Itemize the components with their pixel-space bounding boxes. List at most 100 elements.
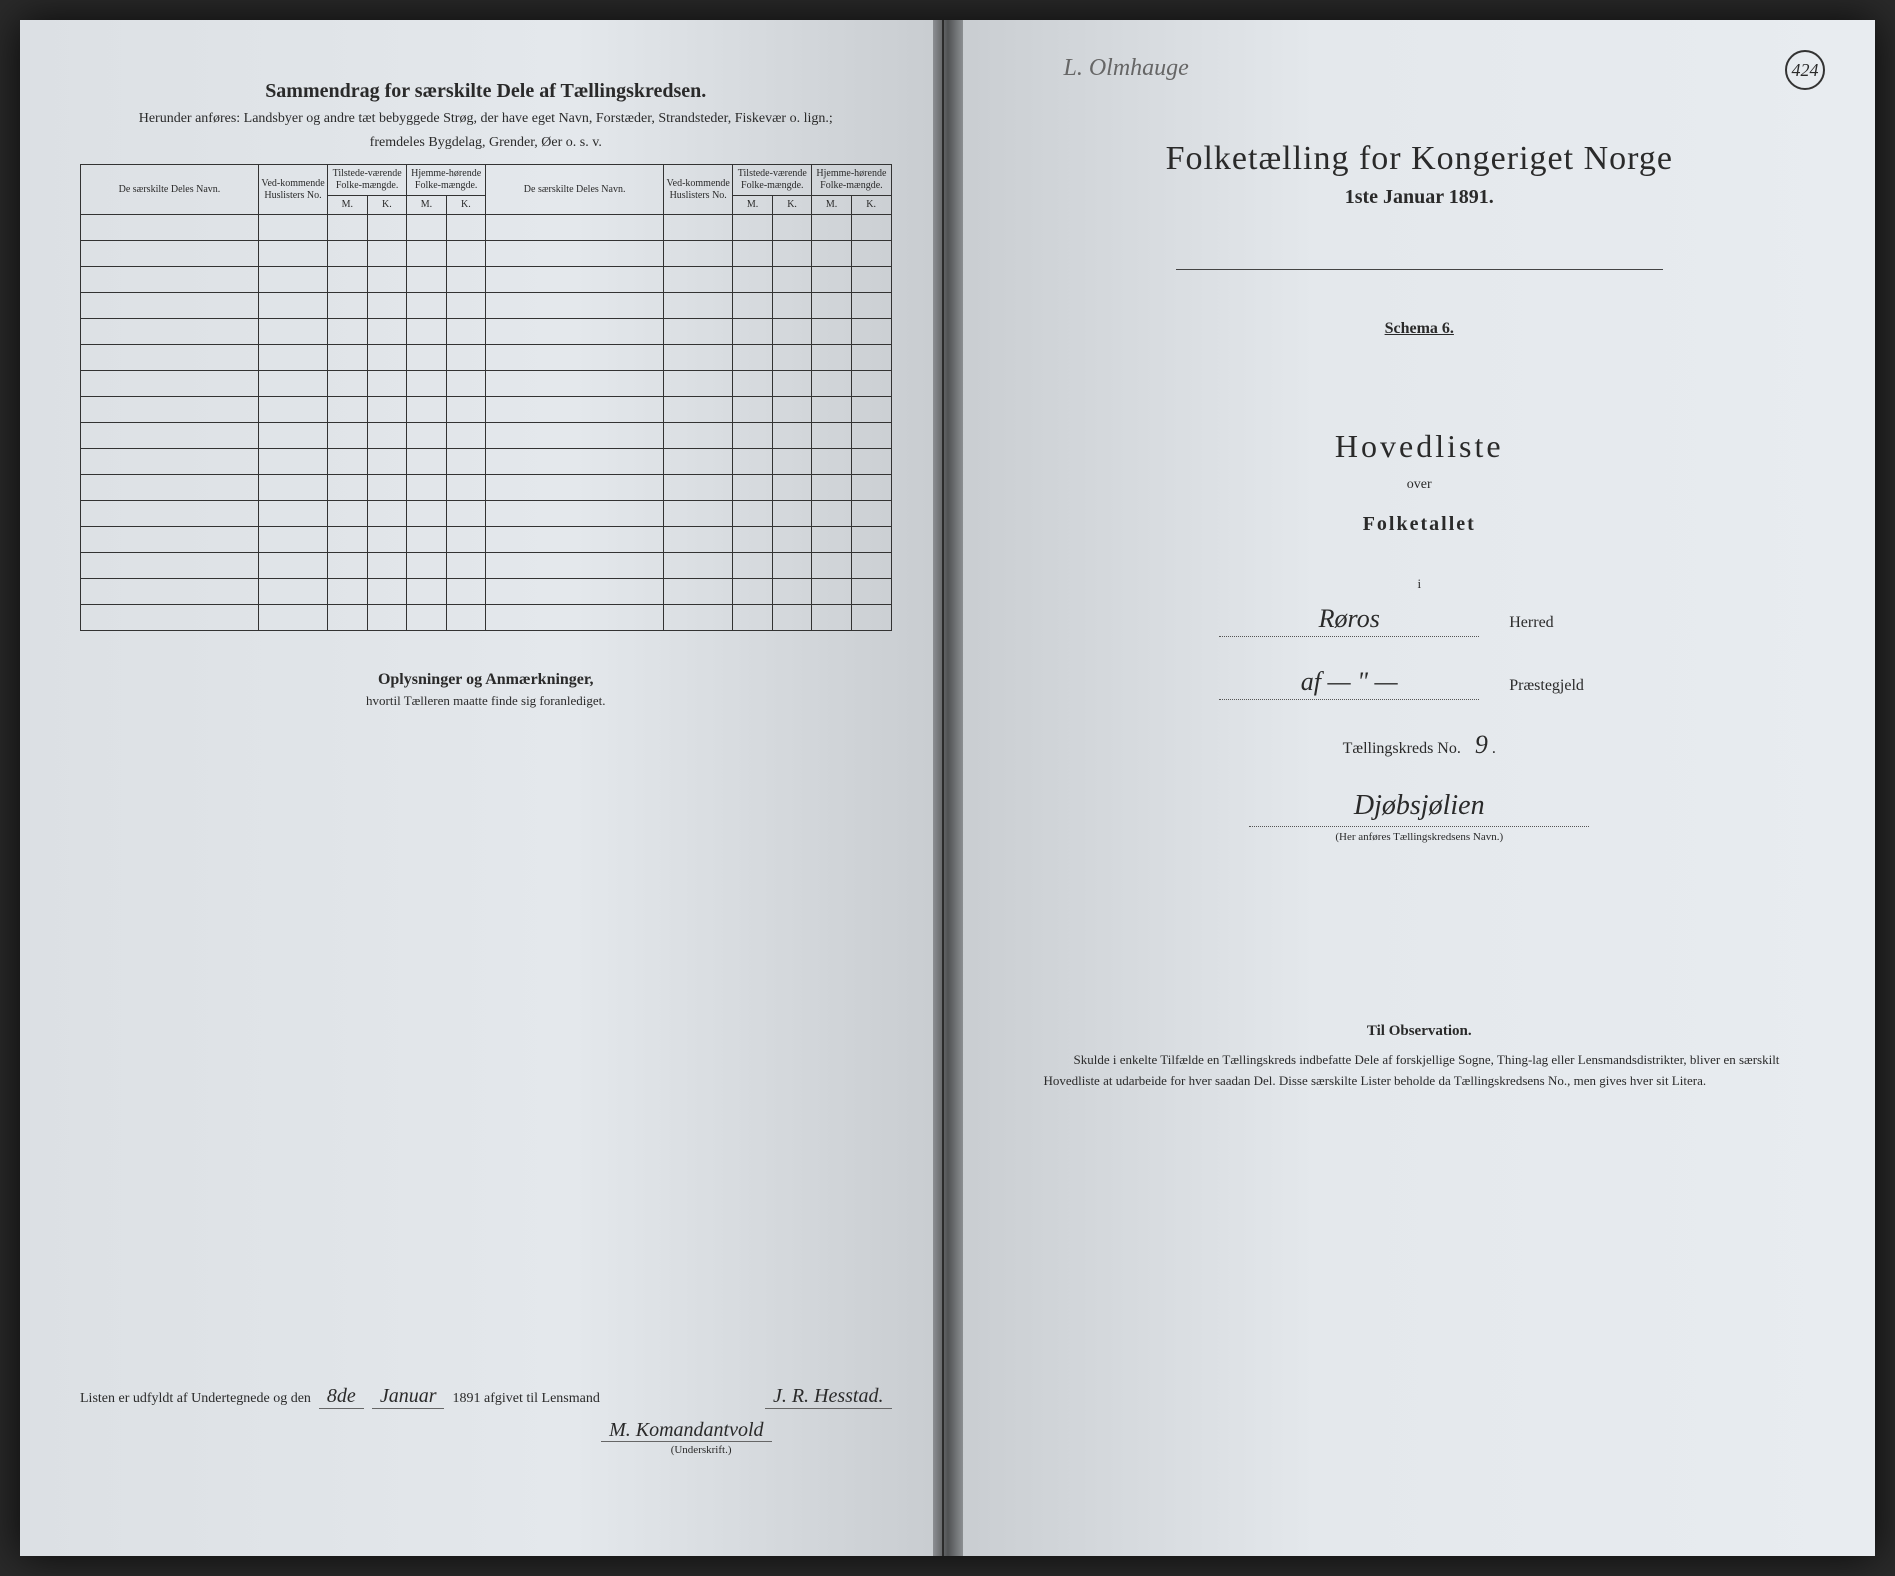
i-label: i: [1014, 576, 1826, 592]
table-cell: [446, 267, 486, 293]
left-subtitle-1: Herunder anføres: Landsbyer og andre tæt…: [80, 109, 892, 129]
table-cell: [81, 215, 259, 241]
th-hjemme-1: Hjemme-hørende Folke-mængde.: [407, 165, 486, 196]
table-cell: [486, 475, 664, 501]
table-cell: [851, 423, 891, 449]
table-cell: [367, 267, 407, 293]
table-cell: [407, 605, 447, 631]
table-cell: [812, 371, 852, 397]
table-cell: [733, 501, 773, 527]
table-row: [81, 553, 892, 579]
table-cell: [664, 267, 733, 293]
table-row: [81, 475, 892, 501]
herred-value: Røros: [1219, 604, 1479, 637]
table-cell: [407, 501, 447, 527]
table-cell: [486, 501, 664, 527]
th-tilstede-2: Tilstede-værende Folke-mængde.: [733, 165, 812, 196]
table-cell: [733, 475, 773, 501]
table-cell: [446, 345, 486, 371]
table-cell: [664, 215, 733, 241]
book-spread: Sammendrag for særskilte Dele af Tælling…: [20, 20, 1875, 1556]
table-cell: [664, 579, 733, 605]
table-cell: [733, 579, 773, 605]
table-cell: [367, 501, 407, 527]
main-title: Folketælling for Kongeriget Norge: [1014, 140, 1826, 178]
table-cell: [664, 293, 733, 319]
table-cell: [367, 319, 407, 345]
table-cell: [733, 605, 773, 631]
th-ved-1: Ved-kommende Huslisters No.: [258, 165, 327, 215]
table-cell: [407, 319, 447, 345]
th-m-2: M.: [407, 196, 447, 215]
table-cell: [328, 345, 368, 371]
th-m-1: M.: [328, 196, 368, 215]
table-cell: [664, 241, 733, 267]
praest-label: Præstegjeld: [1509, 677, 1619, 695]
table-cell: [81, 345, 259, 371]
table-cell: [772, 267, 812, 293]
table-cell: [486, 267, 664, 293]
table-cell: [664, 371, 733, 397]
table-cell: [851, 605, 891, 631]
book-spine: [933, 20, 963, 1556]
table-cell: [367, 423, 407, 449]
table-row: [81, 371, 892, 397]
table-cell: [733, 553, 773, 579]
table-cell: [407, 241, 447, 267]
table-cell: [446, 579, 486, 605]
table-cell: [772, 397, 812, 423]
table-cell: [486, 527, 664, 553]
th-ved-2: Ved-kommende Huslisters No.: [664, 165, 733, 215]
table-cell: [733, 449, 773, 475]
tkreds-label: Tællingskreds No.: [1343, 740, 1461, 757]
table-cell: [812, 605, 852, 631]
table-cell: [664, 319, 733, 345]
table-cell: [367, 371, 407, 397]
table-cell: [446, 475, 486, 501]
table-cell: [664, 423, 733, 449]
top-handwriting: L. Olmhauge: [1064, 55, 1189, 82]
table-cell: [851, 345, 891, 371]
table-cell: [812, 345, 852, 371]
table-cell: [733, 319, 773, 345]
table-cell: [772, 449, 812, 475]
table-cell: [328, 241, 368, 267]
table-cell: [367, 475, 407, 501]
table-cell: [328, 527, 368, 553]
th-k-2: K.: [446, 196, 486, 215]
table-cell: [733, 267, 773, 293]
table-row: [81, 241, 892, 267]
table-cell: [407, 397, 447, 423]
table-cell: [258, 371, 327, 397]
sign-month: Januar: [372, 1385, 445, 1409]
table-cell: [367, 527, 407, 553]
table-cell: [407, 527, 447, 553]
table-cell: [258, 345, 327, 371]
table-row: [81, 449, 892, 475]
table-row: [81, 579, 892, 605]
table-cell: [772, 553, 812, 579]
table-cell: [486, 605, 664, 631]
table-cell: [486, 241, 664, 267]
table-body: [81, 215, 892, 631]
table-cell: [851, 371, 891, 397]
table-cell: [664, 501, 733, 527]
schema-label: Schema 6.: [1385, 320, 1454, 338]
table-cell: [486, 293, 664, 319]
table-cell: [772, 501, 812, 527]
oplysninger-heading: Oplysninger og Anmærkninger,: [80, 671, 892, 689]
sign-year: 1891 afgivet til Lensmand: [452, 1391, 599, 1407]
table-cell: [664, 345, 733, 371]
table-cell: [772, 475, 812, 501]
table-cell: [486, 579, 664, 605]
table-cell: [733, 423, 773, 449]
table-cell: [446, 553, 486, 579]
table-cell: [446, 319, 486, 345]
hovedliste-heading: Hovedliste: [1014, 428, 1826, 465]
kreds-name-row: Djøbsjølien (Her anføres Tællingskredsen…: [1014, 790, 1826, 843]
table-cell: [486, 319, 664, 345]
table-cell: [328, 449, 368, 475]
signature-block: Listen er udfyldt af Undertegnede og den…: [80, 1385, 892, 1456]
table-cell: [81, 449, 259, 475]
page-number: 424: [1785, 50, 1825, 90]
